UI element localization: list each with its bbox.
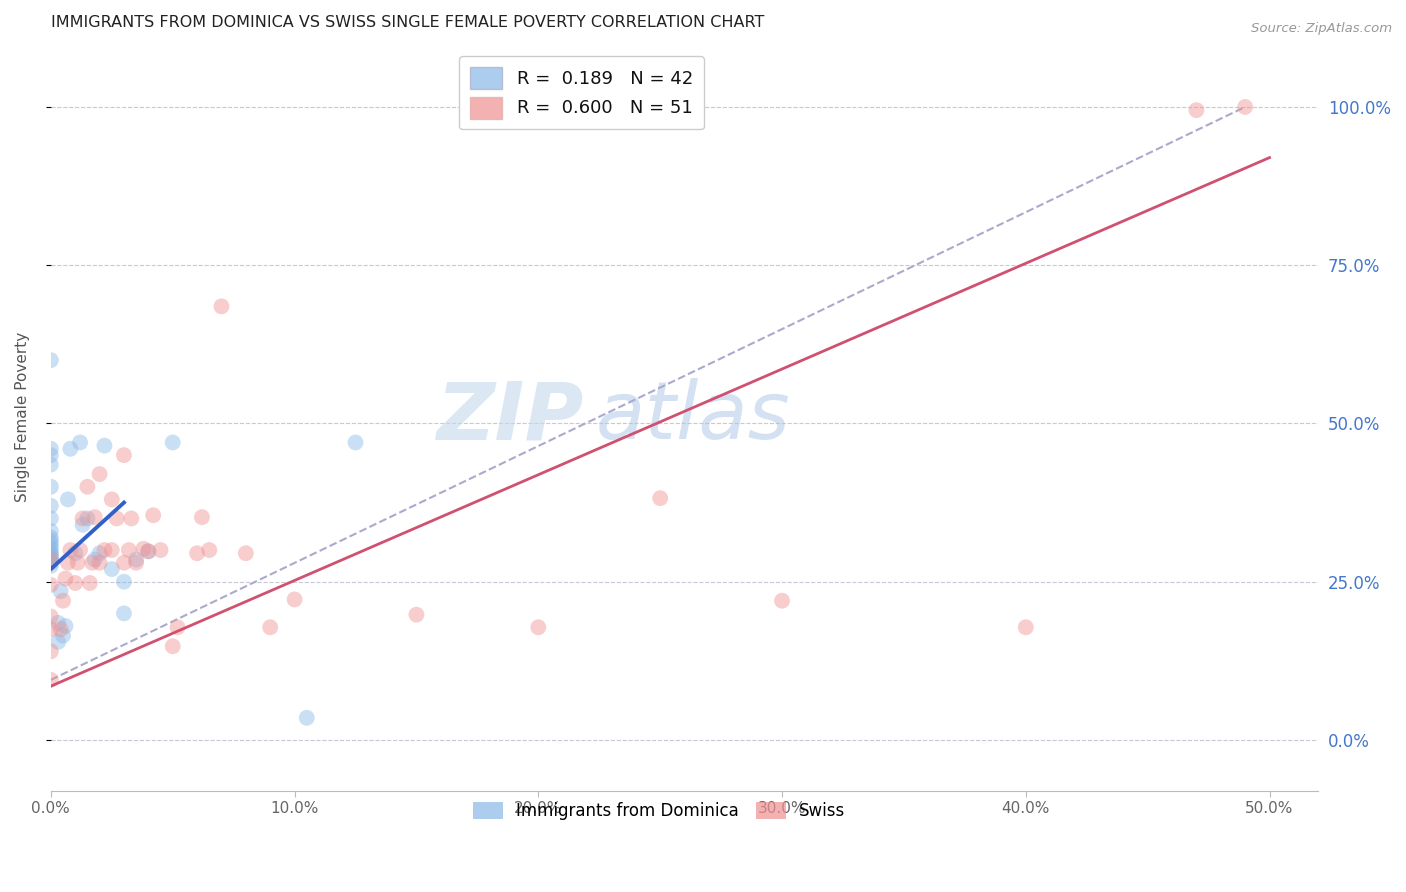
Point	[49, 622, 72, 636]
Point	[39, 546, 62, 560]
Point	[39, 442, 62, 456]
Point	[39, 549, 62, 564]
Point	[39, 540, 62, 554]
Point	[1015, 620, 1038, 634]
Point	[112, 607, 135, 621]
Point	[89, 467, 111, 482]
Point	[284, 592, 307, 607]
Point	[39, 609, 62, 624]
Point	[39, 458, 62, 472]
Point	[39, 622, 62, 636]
Point	[39, 551, 62, 566]
Point	[112, 574, 135, 589]
Point	[770, 593, 793, 607]
Point	[63, 576, 86, 591]
Point	[55, 572, 77, 586]
Point	[1234, 100, 1257, 114]
Point	[211, 299, 233, 313]
Point	[149, 543, 172, 558]
Point	[166, 620, 188, 634]
Point	[39, 578, 62, 592]
Point	[69, 435, 91, 450]
Point	[76, 511, 98, 525]
Point	[39, 353, 62, 368]
Point	[142, 508, 165, 523]
Point	[162, 435, 184, 450]
Point	[39, 644, 62, 658]
Point	[1185, 103, 1208, 117]
Point	[59, 543, 82, 558]
Point	[89, 556, 111, 570]
Point	[59, 442, 82, 456]
Point	[576, 100, 599, 114]
Point	[259, 620, 281, 634]
Point	[186, 546, 208, 560]
Point	[39, 533, 62, 548]
Point	[39, 554, 62, 568]
Point	[344, 435, 367, 450]
Point	[39, 480, 62, 494]
Point	[100, 492, 122, 507]
Point	[650, 491, 672, 505]
Point	[136, 544, 159, 558]
Text: IMMIGRANTS FROM DOMINICA VS SWISS SINGLE FEMALE POVERTY CORRELATION CHART: IMMIGRANTS FROM DOMINICA VS SWISS SINGLE…	[51, 15, 765, 30]
Point	[39, 556, 62, 570]
Point	[112, 448, 135, 462]
Point	[136, 544, 159, 558]
Point	[56, 556, 79, 570]
Point	[83, 510, 105, 524]
Point	[235, 546, 257, 560]
Point	[83, 552, 105, 566]
Point	[93, 543, 115, 558]
Point	[39, 673, 62, 687]
Y-axis label: Single Female Poverty: Single Female Poverty	[15, 332, 30, 502]
Point	[76, 480, 98, 494]
Point	[120, 511, 142, 525]
Point	[39, 530, 62, 544]
Point	[295, 711, 318, 725]
Point	[52, 628, 75, 642]
Point	[72, 511, 94, 525]
Point	[69, 543, 91, 558]
Point	[191, 510, 214, 524]
Point	[39, 524, 62, 538]
Point	[46, 635, 69, 649]
Text: ZIP: ZIP	[436, 378, 583, 456]
Point	[100, 543, 122, 558]
Point	[66, 556, 89, 570]
Point	[125, 556, 148, 570]
Legend: Immigrants from Dominica, Swiss: Immigrants from Dominica, Swiss	[467, 796, 852, 827]
Point	[55, 619, 77, 633]
Text: atlas: atlas	[596, 378, 790, 456]
Point	[46, 615, 69, 630]
Point	[198, 543, 221, 558]
Point	[112, 556, 135, 570]
Point	[100, 562, 122, 576]
Point	[39, 548, 62, 562]
Point	[527, 620, 550, 634]
Point	[82, 556, 104, 570]
Point	[39, 499, 62, 513]
Point	[79, 576, 101, 591]
Point	[39, 511, 62, 525]
Point	[105, 511, 128, 525]
Point	[52, 593, 75, 607]
Point	[63, 546, 86, 560]
Point	[39, 558, 62, 573]
Point	[93, 439, 115, 453]
Point	[118, 543, 141, 558]
Point	[39, 448, 62, 462]
Point	[39, 543, 62, 558]
Point	[39, 552, 62, 566]
Text: Source: ZipAtlas.com: Source: ZipAtlas.com	[1251, 22, 1392, 36]
Point	[39, 537, 62, 551]
Point	[125, 552, 148, 566]
Point	[72, 517, 94, 532]
Point	[89, 546, 111, 560]
Point	[162, 640, 184, 654]
Point	[56, 492, 79, 507]
Point	[49, 584, 72, 599]
Point	[405, 607, 427, 622]
Point	[132, 541, 155, 556]
